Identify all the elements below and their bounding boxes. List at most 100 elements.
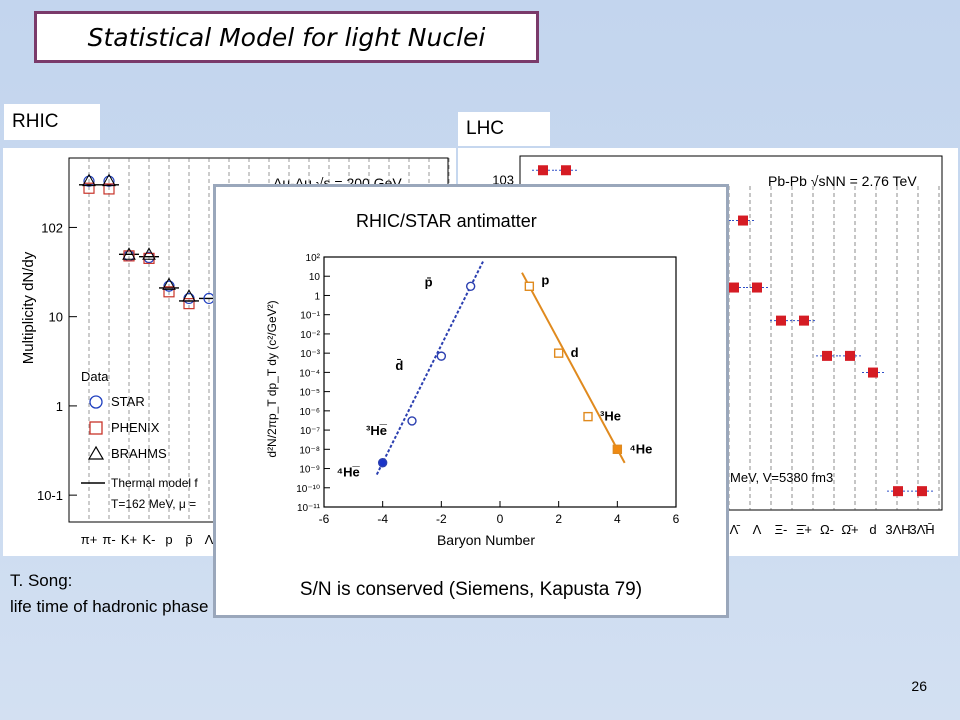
rhic-star-point (163, 280, 175, 292)
anti-ytick-label: 1 (314, 291, 320, 302)
rhic-legend-star-marker (89, 395, 103, 409)
anti-point-label: ⁴He̅ (337, 465, 361, 480)
rhic-legend-phenix: PHENIX (111, 420, 160, 435)
anti-ytick-label: 10⁻¹ (300, 311, 320, 322)
anti-point (465, 281, 476, 291)
matter-fit-line (521, 272, 626, 464)
rhic-phenix-point (123, 250, 135, 262)
anti-ytick-label: 10⁻⁷ (300, 426, 320, 437)
anti-xtick-label: -2 (436, 512, 447, 526)
rhic-xtick-label: K- (143, 532, 156, 547)
lhc-annotation: Pb-Pb √sNN = 2.76 TeV (768, 173, 917, 189)
rhic-ytick-label: 10-1 (37, 488, 63, 503)
lhc-ytick-label: 103 (492, 173, 514, 188)
anti-xtick-label: -6 (319, 512, 330, 526)
page-number: 26 (911, 678, 927, 694)
rhic-star-point (103, 175, 115, 187)
lhc-xtick-label: Ξ̄+ (796, 522, 812, 537)
anti-point (377, 458, 388, 468)
note-text: T. Song: life time of hadronic phase (10, 568, 208, 620)
rhic-legend-brahms-marker (87, 445, 105, 460)
rhic-brahms-point (142, 247, 156, 260)
lhc-data-point (822, 350, 832, 361)
anti-ytick-label: 10⁻⁹ (299, 465, 320, 476)
lhc-data-point (561, 165, 571, 176)
note-line2: life time of hadronic phase (10, 597, 209, 616)
rhic-legend-brahms: BRAHMS (111, 446, 167, 461)
lhc-label: LHC (458, 112, 550, 146)
rhic-phenix-point (183, 298, 195, 310)
antimatter-overlay: RHIC/STAR antimatter Baryon Number d²N/2… (213, 184, 729, 618)
lhc-xtick-label: 3ΛH (885, 522, 910, 537)
rhic-xtick-label: p (165, 532, 172, 547)
rhic-ytick-label: 1 (56, 399, 63, 414)
anti-ytick-label: 10⁻³ (300, 349, 320, 360)
anti-fit-line (375, 259, 485, 475)
rhic-ytick-label: 102 (41, 220, 63, 235)
lhc-data-point (845, 350, 855, 361)
anti-ytick-label: 10⁻¹⁰ (296, 484, 320, 495)
anti-xlabel: Baryon Number (437, 532, 535, 548)
anti-point-label: p̄ (425, 274, 433, 289)
rhic-xtick-label: K+ (121, 532, 137, 547)
anti-ytick-label: 10⁻⁴ (299, 368, 320, 379)
anti-ytick-label: 10⁻⁸ (299, 445, 320, 456)
antimatter-chart: Baryon Number d²N/2πp_T dp_T dy (c²/GeV²… (265, 253, 680, 548)
rhic-xtick-label: p̄ (185, 532, 192, 547)
lhc-data-point (738, 215, 748, 226)
antimatter-caption: S/N is conserved (Siemens, Kapusta 79) (299, 579, 643, 600)
rhic-brahms-point (182, 289, 196, 302)
note-line1: T. Song: (10, 571, 73, 590)
anti-xtick-label: 0 (497, 512, 504, 526)
rhic-brahms-point (162, 277, 176, 290)
anti-xtick-label: -4 (377, 512, 388, 526)
anti-frame (323, 256, 677, 508)
rhic-xtick-label: π- (102, 532, 115, 547)
rhic-legend-phenix-marker (89, 421, 103, 435)
rhic-xtick-label: π+ (81, 532, 98, 547)
lhc-xtick-label: 3Λ̄H̄ (909, 522, 934, 537)
lhc-xtick-label: Ω̄+ (841, 522, 858, 537)
anti-xtick-label: 4 (614, 512, 621, 526)
lhc-data-point (868, 367, 878, 378)
anti-ytick-label: 10⁻¹¹ (297, 503, 321, 514)
lhc-xtick-label: Λ̄ (730, 522, 741, 537)
lhc-xtick-label: d (869, 522, 876, 537)
lhc-xtick-label: Ω- (820, 522, 834, 537)
slide-title: Statistical Model for light Nuclei (34, 11, 539, 63)
lhc-xtick-label: Ξ- (775, 522, 788, 537)
lhc-data-point (729, 282, 739, 293)
lhc-model-note: MeV, V=5380 fm3 (730, 470, 833, 485)
lhc-data-point (538, 165, 548, 176)
anti-point-label: ³He̅ (366, 423, 387, 438)
lhc-xtick-label: Λ (753, 522, 762, 537)
rhic-phenix-point (103, 183, 115, 195)
rhic-ylabel: Multiplicity dN/dy (20, 251, 37, 364)
anti-ytick-label: 10⁻⁵ (299, 388, 320, 399)
matter-point-label: d (571, 345, 579, 360)
anti-point-label: d̄ (395, 358, 403, 373)
rhic-ytick-label: 10 (49, 310, 63, 325)
lhc-data-point (917, 486, 927, 497)
matter-point (553, 348, 564, 358)
antimatter-title: RHIC/STAR antimatter (346, 203, 626, 239)
rhic-brahms-point (102, 173, 116, 187)
anti-point (407, 416, 417, 426)
lhc-data-point (776, 315, 786, 326)
rhic-phenix-point (163, 286, 175, 298)
rhic-legend-model2: T=162 MeV, μ = (111, 497, 196, 511)
anti-xtick-label: 2 (555, 512, 562, 526)
matter-point-label: ⁴He (629, 441, 652, 456)
rhic-star-point (83, 175, 95, 187)
rhic-legend-header: Data (81, 369, 109, 384)
matter-point (612, 444, 623, 455)
lhc-data-point (799, 315, 809, 326)
matter-point-label: ³He (600, 409, 621, 424)
rhic-label: RHIC (4, 104, 100, 140)
anti-ytick-label: 10⁻⁶ (299, 407, 320, 418)
rhic-phenix-point (83, 182, 95, 194)
anti-ytick-label: 10⁻² (300, 330, 320, 341)
rhic-brahms-point (122, 247, 136, 260)
matter-point-label: p (541, 272, 549, 287)
anti-point (436, 351, 447, 361)
